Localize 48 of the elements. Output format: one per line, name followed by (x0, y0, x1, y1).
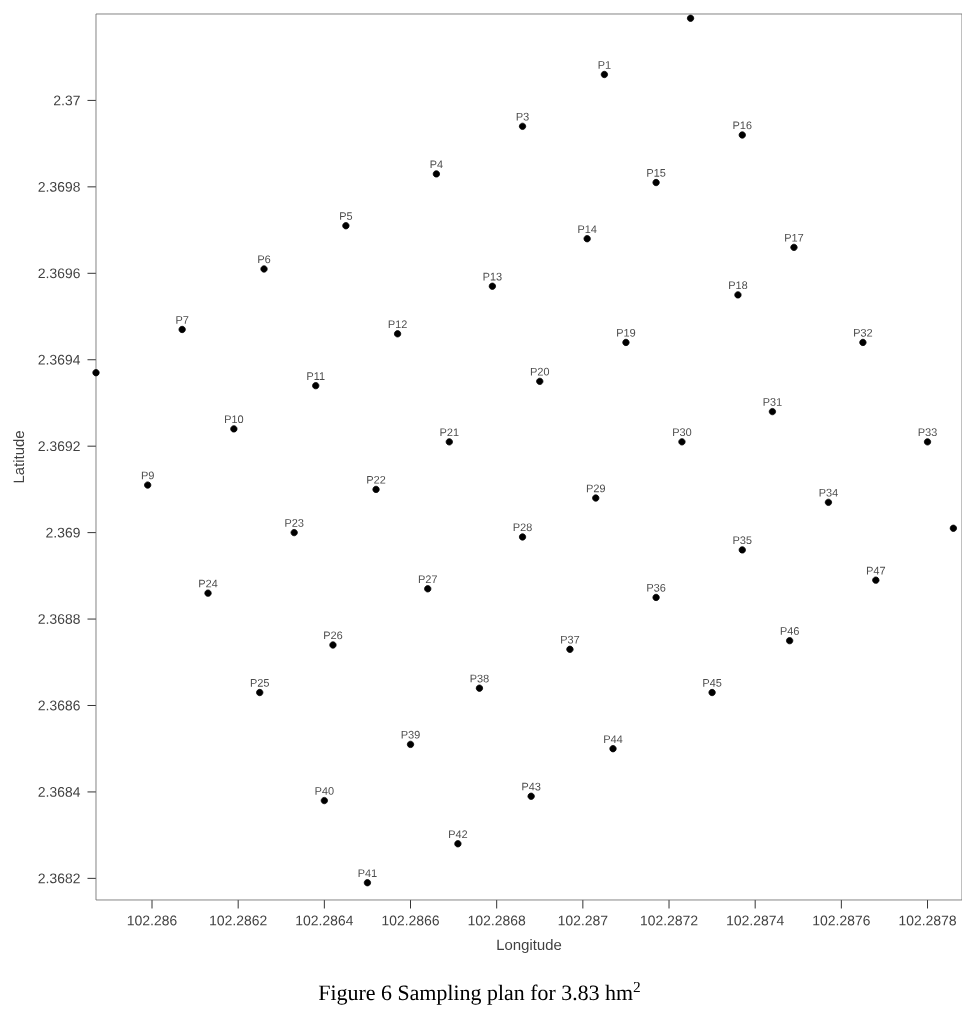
point (312, 382, 320, 390)
point (734, 291, 742, 299)
caption: Figure 6 Sampling plan for 3.83 hm$^{2}$ (318, 981, 640, 1005)
point (738, 131, 746, 139)
point (566, 645, 574, 653)
point (424, 585, 432, 593)
point (768, 408, 777, 416)
point (652, 593, 660, 602)
point (144, 481, 152, 489)
point (583, 235, 591, 243)
point (342, 222, 350, 230)
point (708, 688, 716, 697)
point (256, 688, 264, 697)
point (652, 178, 660, 187)
point (488, 282, 496, 290)
point (923, 438, 932, 446)
point (432, 170, 440, 178)
point (592, 494, 600, 502)
point (609, 745, 617, 753)
point (329, 641, 337, 649)
point (859, 338, 867, 347)
point (786, 637, 794, 645)
point (445, 438, 453, 446)
point (678, 438, 686, 446)
point (363, 879, 372, 887)
point (320, 796, 328, 805)
point (622, 338, 630, 347)
point (475, 684, 484, 692)
point (738, 546, 746, 554)
point (290, 529, 298, 537)
point (872, 576, 880, 584)
point (527, 792, 535, 800)
point (790, 243, 798, 251)
point (372, 485, 380, 493)
point (518, 533, 527, 541)
point (518, 122, 527, 130)
point (454, 840, 462, 848)
point (406, 740, 415, 748)
point (536, 377, 544, 385)
point (92, 369, 100, 377)
point (260, 265, 268, 273)
point (824, 498, 833, 506)
point (178, 325, 186, 334)
point (394, 330, 402, 338)
point (204, 589, 212, 597)
point (686, 14, 695, 22)
point (230, 425, 238, 433)
point (600, 70, 608, 79)
